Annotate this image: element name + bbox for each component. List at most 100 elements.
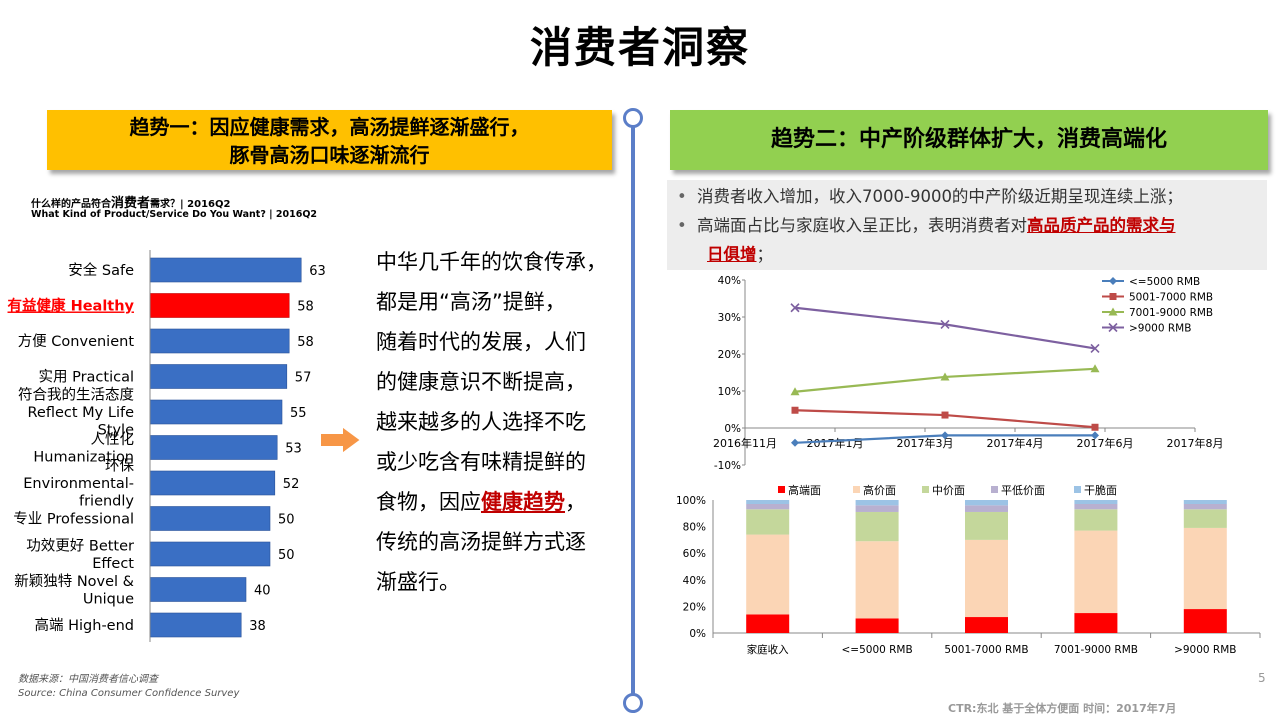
stack-segment	[965, 511, 1008, 540]
trend2-banner: 趋势二：中产阶级群体扩大，消费高端化	[670, 110, 1268, 170]
category-label: Unique	[83, 591, 134, 607]
data-point	[1109, 277, 1117, 285]
x-tick-label: 2017年6月	[1077, 436, 1134, 450]
bar-value-label: 50	[278, 513, 295, 528]
category-label: 安全 Safe	[68, 261, 134, 279]
stack-segment	[1074, 530, 1118, 614]
bar-value-label: 50	[278, 548, 295, 563]
narrative-line: 越来越多的人选择不吃	[376, 410, 586, 434]
category-label: 符合我的生活态度	[18, 387, 134, 404]
stack-segment	[965, 505, 1008, 512]
data-point	[940, 319, 950, 329]
narrative-line: 食物，因应健康趋势，	[376, 482, 638, 522]
bar-value-label: 53	[285, 442, 302, 457]
data-point	[941, 411, 949, 419]
legend-label: 5001-7000 RMB	[1129, 292, 1213, 304]
bullet-item-2: • 高端面占比与家庭收入呈正比，表明消费者对高品质产品的需求与	[677, 216, 1176, 235]
bullet-2-emphasis-cont: 日俱增	[707, 245, 757, 264]
x-tick-label: 2017年4月	[987, 436, 1044, 450]
bar	[149, 364, 288, 389]
footer-note: CTR:东北 基于全体方便面 时间：2017年7月	[948, 702, 1177, 715]
stack-segment	[855, 618, 899, 633]
stack-segment	[855, 505, 899, 512]
stack-segment	[1183, 500, 1227, 504]
x-category-label: >9000 RMB	[1174, 644, 1236, 656]
data-point	[791, 406, 799, 414]
x-category-label: <=5000 RMB	[841, 644, 912, 656]
bullet-1-text: 消费者收入增加，收入7000-9000的中产阶级近期呈现连续上涨；	[697, 187, 1183, 206]
category-label: 环保	[105, 458, 134, 475]
category-label: 人性化	[91, 431, 135, 448]
stack-segment	[855, 511, 899, 542]
bar-value-label: 55	[290, 406, 307, 421]
bar-value-label: 58	[297, 335, 314, 350]
stack-segment	[1183, 527, 1227, 610]
narrative-line: 传统的高汤提鲜方式逐	[376, 530, 586, 554]
bar-value-label: 57	[295, 371, 312, 386]
stack-segment	[1074, 503, 1118, 510]
series-line	[794, 306, 1096, 350]
y-tick-label: 0%	[724, 423, 741, 435]
data-point	[1090, 364, 1100, 373]
healthy-bar-chart: 63 58 58 57 55 53 52 50 50 40 38 安全 Safe 有益健康 Health…	[8, 250, 326, 642]
category-label: 实用 Practical	[38, 369, 134, 386]
legend-swatch	[991, 486, 998, 493]
narrative-line: 都是用“高汤”提鲜，	[376, 290, 566, 314]
data-point	[1108, 322, 1118, 333]
column-divider	[631, 110, 635, 702]
category-label: 功效更好 Better	[26, 537, 134, 554]
data-point	[790, 387, 800, 396]
bar	[149, 257, 302, 283]
stack-segment	[965, 500, 1008, 506]
stack-segment	[855, 541, 899, 619]
stack-segment	[965, 617, 1008, 633]
category-label: friendly	[79, 494, 134, 510]
survey-question-prefix: 什么样的产品符合	[31, 199, 111, 210]
stack-segment	[746, 534, 790, 615]
stack-segment	[965, 539, 1008, 618]
source-cn: 数据来源：中国消费者信心调查	[18, 674, 158, 685]
bar-value-label: 52	[283, 477, 300, 492]
data-point	[791, 438, 799, 447]
bar	[149, 541, 271, 567]
data-point	[790, 303, 800, 313]
bullet-item-2-cont: 日俱增；	[707, 242, 773, 268]
narrative-comma: ，	[565, 490, 586, 514]
data-point	[1091, 423, 1099, 431]
bullet-item-1: • 消费者收入增加，收入7000-9000的中产阶级近期呈现连续上涨；	[677, 187, 1183, 206]
bullet-2-emphasis: 高品质产品的需求与	[1027, 216, 1176, 235]
bullet-2-suffix: ；	[756, 245, 774, 264]
survey-question-suffix: 需求？| 2016Q2	[150, 199, 231, 210]
category-label: Style	[98, 423, 134, 439]
x-tick-label: 2017年8月	[1167, 436, 1224, 450]
bar-value-label: 38	[249, 619, 266, 634]
bar	[149, 293, 290, 318]
y-tick-label: 20%	[718, 349, 741, 361]
y-tick-label: 20%	[683, 601, 706, 613]
narrative-emphasis: 健康趋势	[481, 490, 565, 514]
category-label: 新颖独特 Novel &	[14, 573, 134, 590]
stack-segment	[1074, 500, 1118, 504]
bar	[149, 577, 247, 602]
y-tick-label: 40%	[718, 275, 741, 287]
income-stacked-bar-chart: 100% 80% 60% 40% 20% 0% 家庭收入 <=5000 RMB 5001-700…	[676, 483, 1261, 656]
data-point	[1090, 343, 1100, 354]
legend-swatch	[778, 486, 785, 493]
legend-label: <=5000 RMB	[1129, 276, 1200, 288]
x-tick-label: 2017年3月	[897, 436, 954, 450]
data-point	[940, 372, 950, 381]
divider-top-ring	[623, 108, 643, 128]
category-label: 方便 Convenient	[18, 333, 135, 350]
bar-value-label: 58	[297, 300, 314, 315]
data-point	[1091, 431, 1099, 440]
narrative-line: 或少吃含有味精提鲜的	[376, 450, 586, 474]
x-category-label: 家庭收入	[747, 643, 789, 656]
category-label: 高端 High-end	[35, 617, 134, 634]
legend-label: 平低价面	[1001, 484, 1045, 497]
survey-question-big: 消费者	[111, 196, 151, 211]
income-trend-line-chart: 40% 30% 20% 10% 0% -10% 2016年11月 2017年1月 2017年3月…	[713, 275, 1224, 472]
data-point	[941, 431, 949, 440]
x-tick-label: 2017年1月	[807, 436, 864, 450]
data-point	[1109, 293, 1117, 300]
stack-segment	[1183, 503, 1227, 510]
